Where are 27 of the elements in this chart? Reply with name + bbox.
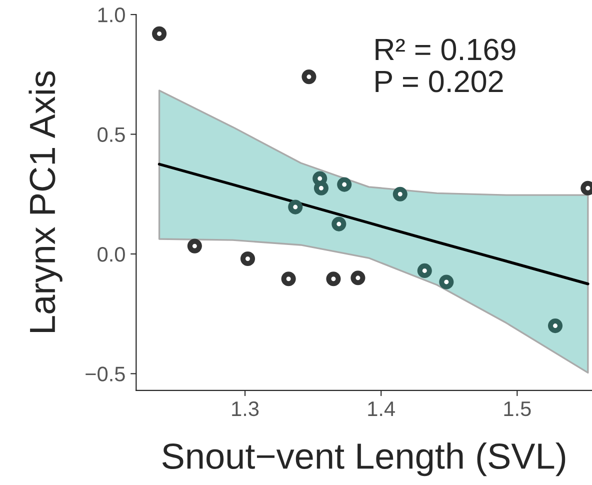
point (288, 200, 303, 214)
point (548, 318, 563, 334)
point (350, 270, 366, 286)
point (281, 272, 296, 286)
point (240, 251, 256, 266)
y-tick-label: 0.0 (98, 246, 125, 262)
x-axis-title: Snout−vent Length (SVL) (162, 442, 566, 476)
point (326, 272, 341, 286)
x-tick-label: 1.4 (368, 402, 395, 416)
point (332, 216, 346, 232)
point (337, 177, 352, 192)
point (392, 186, 408, 202)
point (417, 263, 432, 278)
point (314, 180, 328, 196)
annotation: R² = 0.169 (376, 38, 516, 60)
point (439, 274, 454, 290)
y-tick-label: 0.5 (98, 127, 125, 142)
x-tick-label: 1.5 (504, 402, 531, 416)
line-series (158, 162, 590, 286)
y-tick-label: 1.0 (98, 8, 125, 22)
point (152, 26, 167, 41)
y-axis-title: Larynx PC1 Axis (28, 71, 62, 332)
y-tick-label: −0.5 (86, 366, 125, 382)
point (302, 70, 316, 84)
annotation: P = 0.202 (376, 70, 503, 92)
point (187, 238, 202, 254)
x-tick-label: 1.3 (232, 401, 259, 416)
